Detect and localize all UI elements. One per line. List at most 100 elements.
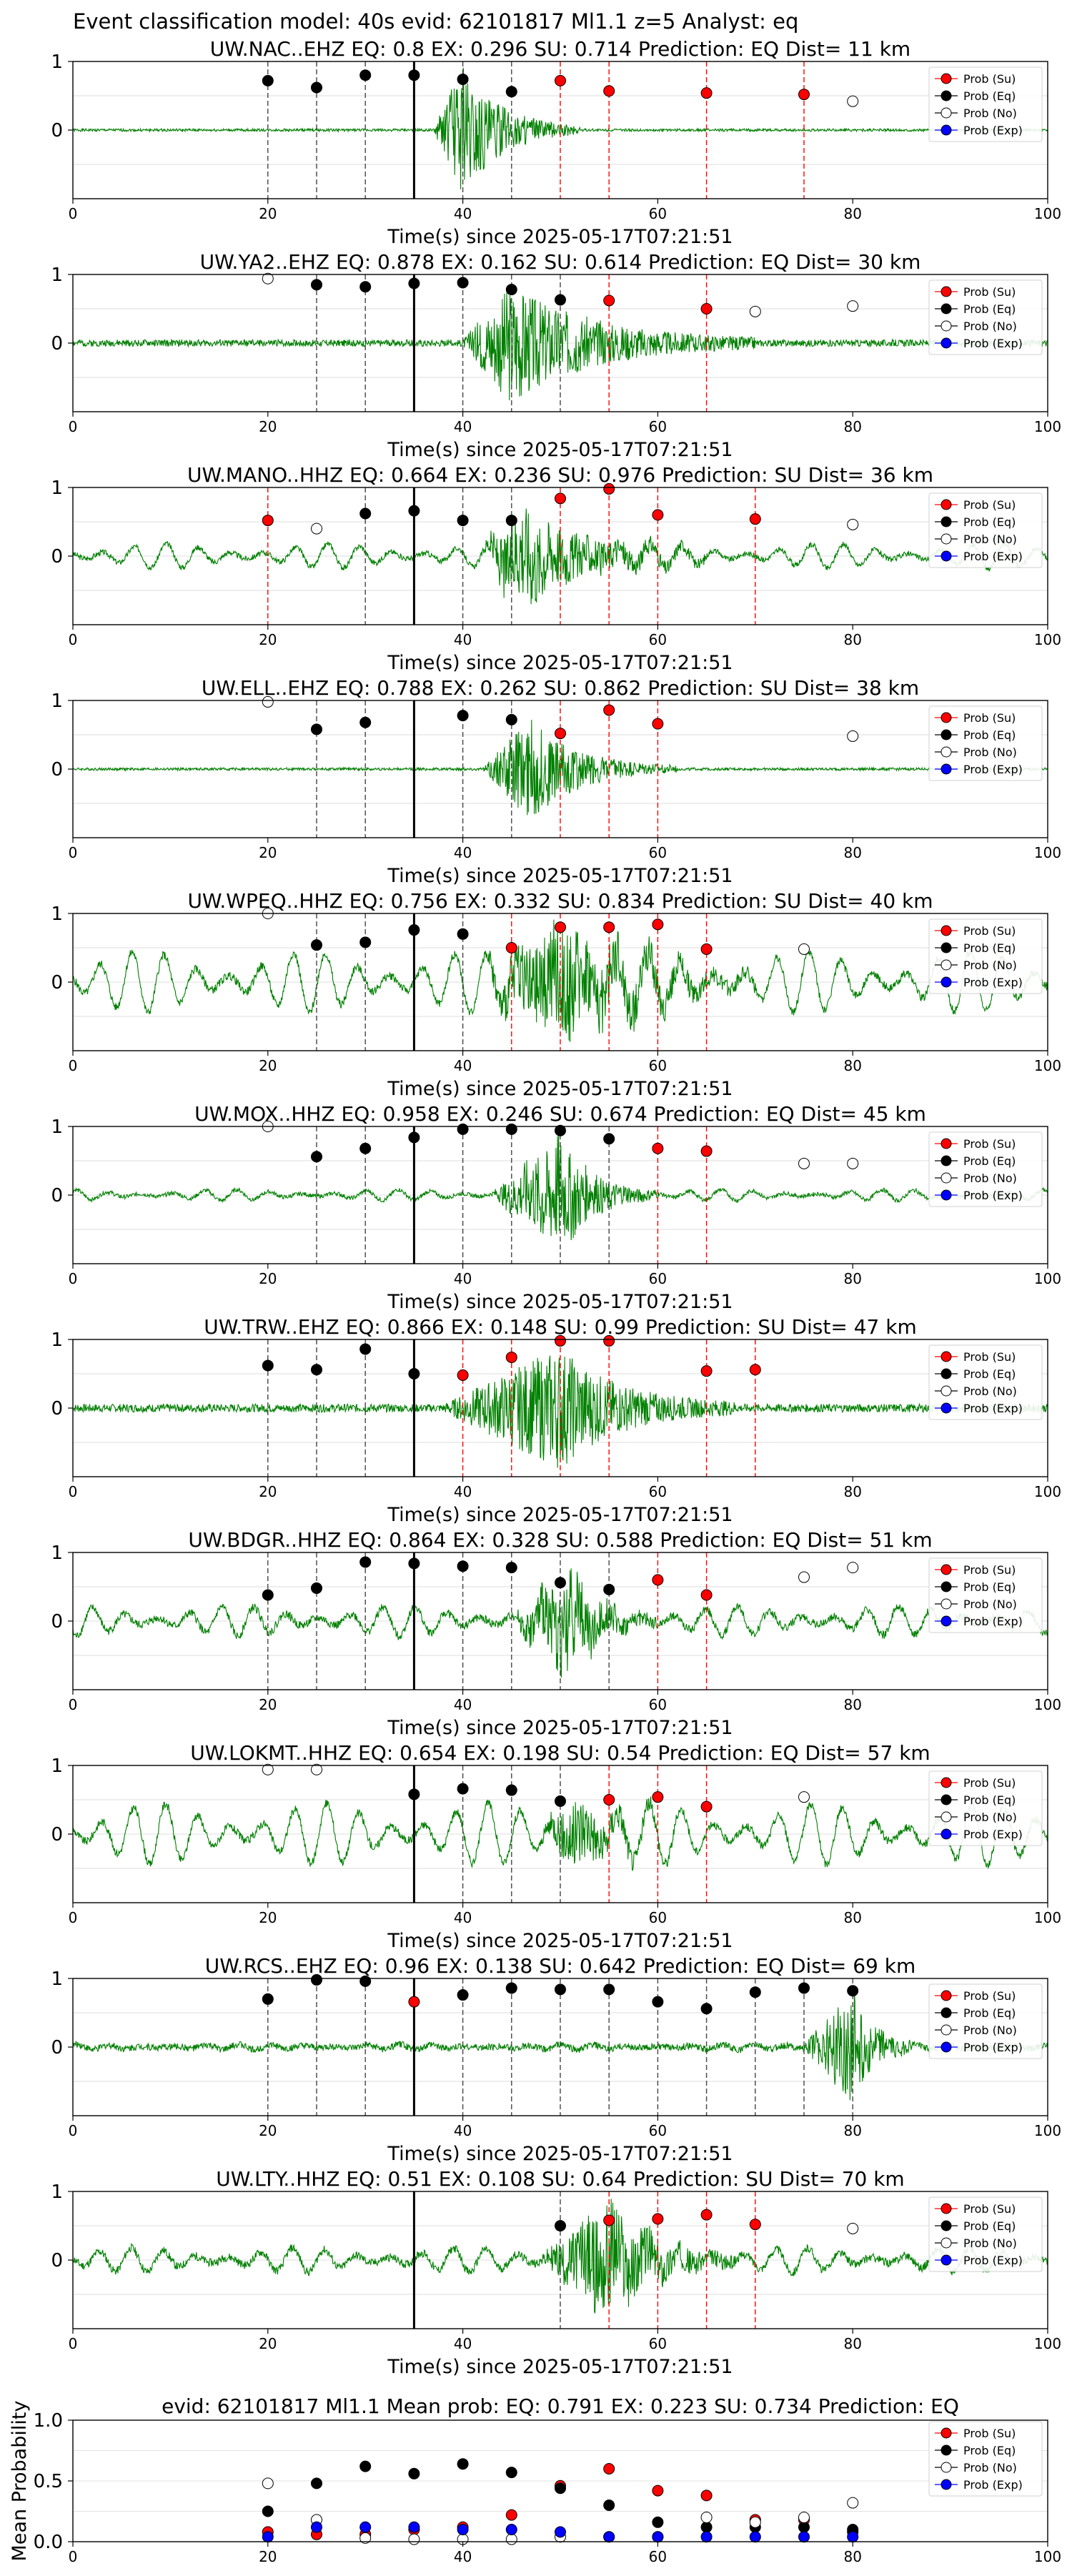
mean-probability-point [700,2521,713,2533]
x-tick-label: 100 [1034,2335,1061,2352]
probability-point [359,1556,372,1568]
x-tick-label: 100 [1034,418,1061,435]
legend-marker [941,1615,952,1627]
legend-marker [941,2254,952,2266]
probability-point [359,1142,372,1154]
x-tick-label: 0 [69,844,78,861]
probability-point [408,1788,420,1800]
probability-point [700,1589,713,1601]
x-axis-label: Time(s) since 2025-05-17T07:21:51 [387,1291,733,1313]
waveform-trace [72,1131,1048,1241]
probability-point [798,1157,810,1169]
y-tick-label: 0.0 [34,2532,63,2553]
x-tick-label: 0 [69,1057,78,1074]
x-axis-label: Time(s) since 2025-05-17T07:21:51 [387,1930,733,1952]
probability-point [652,718,664,730]
y-tick-label: 0 [51,1185,63,1207]
x-tick-label: 20 [259,1909,277,1926]
legend-marker [941,2237,952,2249]
x-tick-label: 100 [1034,631,1061,648]
legend-marker [941,1598,952,1610]
legend-marker [941,337,952,349]
legend-label: Prob (Eq) [963,515,1016,529]
probability-point [311,1151,322,1163]
probability-point [457,1369,469,1381]
probability-point [555,728,566,740]
x-tick-label: 20 [259,1696,277,1713]
probability-point [700,1365,713,1377]
x-tick-label: 20 [259,631,277,648]
y-tick-label: 0.5 [34,2471,63,2492]
legend-box [928,1770,1043,1846]
y-tick-label: 1 [51,1755,63,1777]
x-tick-label: 80 [843,1909,861,1926]
x-tick-label: 40 [454,418,472,435]
x-tick-label: 40 [454,205,472,222]
probability-point [700,2003,713,2015]
x-tick-label: 0 [69,2335,78,2352]
x-tick-label: 80 [843,1057,861,1074]
probability-point [457,1989,469,2001]
x-tick-label: 80 [843,418,861,435]
x-tick-label: 100 [1034,844,1061,861]
summary-panel: evid: 62101817 Ml1.1 Mean prob: EQ: 0.79… [9,2394,1061,2565]
waveform-trace [72,67,1048,189]
x-axis-label: Time(s) since 2025-05-17T07:21:51 [387,1504,733,1526]
panel-title: UW.BDGR..HHZ EQ: 0.864 EX: 0.328 SU: 0.5… [188,1528,932,1552]
waveform-panel: UW.TRW..EHZ EQ: 0.866 EX: 0.148 SU: 0.99… [51,1315,1061,1526]
probability-point [603,921,615,933]
legend-label: Prob (No) [963,745,1017,759]
probability-point [603,704,615,716]
legend-marker [941,107,952,119]
legend-marker [941,959,952,971]
legend-label: Prob (Su) [963,498,1016,512]
probability-point [262,1589,274,1601]
probability-point [603,1334,615,1347]
y-tick-label: 1 [51,264,63,286]
legend-marker [941,303,952,314]
mean-probability-point [262,2477,274,2490]
legend-label: Prob (No) [963,958,1017,972]
legend-marker [941,1155,952,1166]
x-tick-label: 80 [843,1483,861,1500]
x-tick-label: 40 [454,2548,472,2565]
legend-marker [941,533,952,545]
probability-point [408,69,420,81]
x-axis-label: Time(s) since 2025-05-17T07:21:51 [387,652,733,674]
y-tick-label: 1 [51,51,63,73]
x-tick-label: 100 [1034,205,1061,222]
legend-label: Prob (Exp) [963,2254,1023,2267]
legend-marker [941,2444,952,2456]
legend-marker [941,712,952,723]
legend-marker [941,1351,952,1362]
mean-probability-point [408,2533,420,2545]
probability-point [603,1794,615,1805]
panel-title: UW.LOKMT..HHZ EQ: 0.654 EX: 0.198 SU: 0.… [190,1741,930,1765]
legend-marker [941,1402,952,1414]
legend-marker [941,2007,952,2018]
legend-label: Prob (Su) [963,1563,1016,1577]
x-tick-label: 20 [259,1057,277,1074]
waveform-panel: UW.RCS..EHZ EQ: 0.96 EX: 0.138 SU: 0.642… [51,1954,1061,2165]
x-tick-label: 20 [259,205,277,222]
legend-box [928,492,1043,568]
legend-marker [941,942,952,953]
probability-point [408,1996,420,2008]
x-axis-label: Time(s) since 2025-05-17T07:21:51 [387,1717,733,1739]
probability-point [555,294,566,306]
probability-point [408,277,420,289]
legend-label: Prob (Eq) [963,302,1016,316]
y-tick-label: 1.0 [34,2410,63,2432]
probability-point [505,284,517,296]
legend-marker [941,976,952,988]
legend-marker [941,73,952,84]
x-tick-label: 100 [1034,1270,1061,1287]
legend-label: Prob (Eq) [963,1367,1016,1381]
x-tick-label: 0 [69,1483,78,1500]
probability-point [603,1133,615,1145]
x-tick-label: 100 [1034,1483,1061,1500]
probability-point [505,515,517,527]
x-tick-label: 40 [454,631,472,648]
x-axis-label: Time(s) since 2025-05-17T07:21:51 [387,2356,733,2378]
mean-probability-point [555,2482,566,2495]
